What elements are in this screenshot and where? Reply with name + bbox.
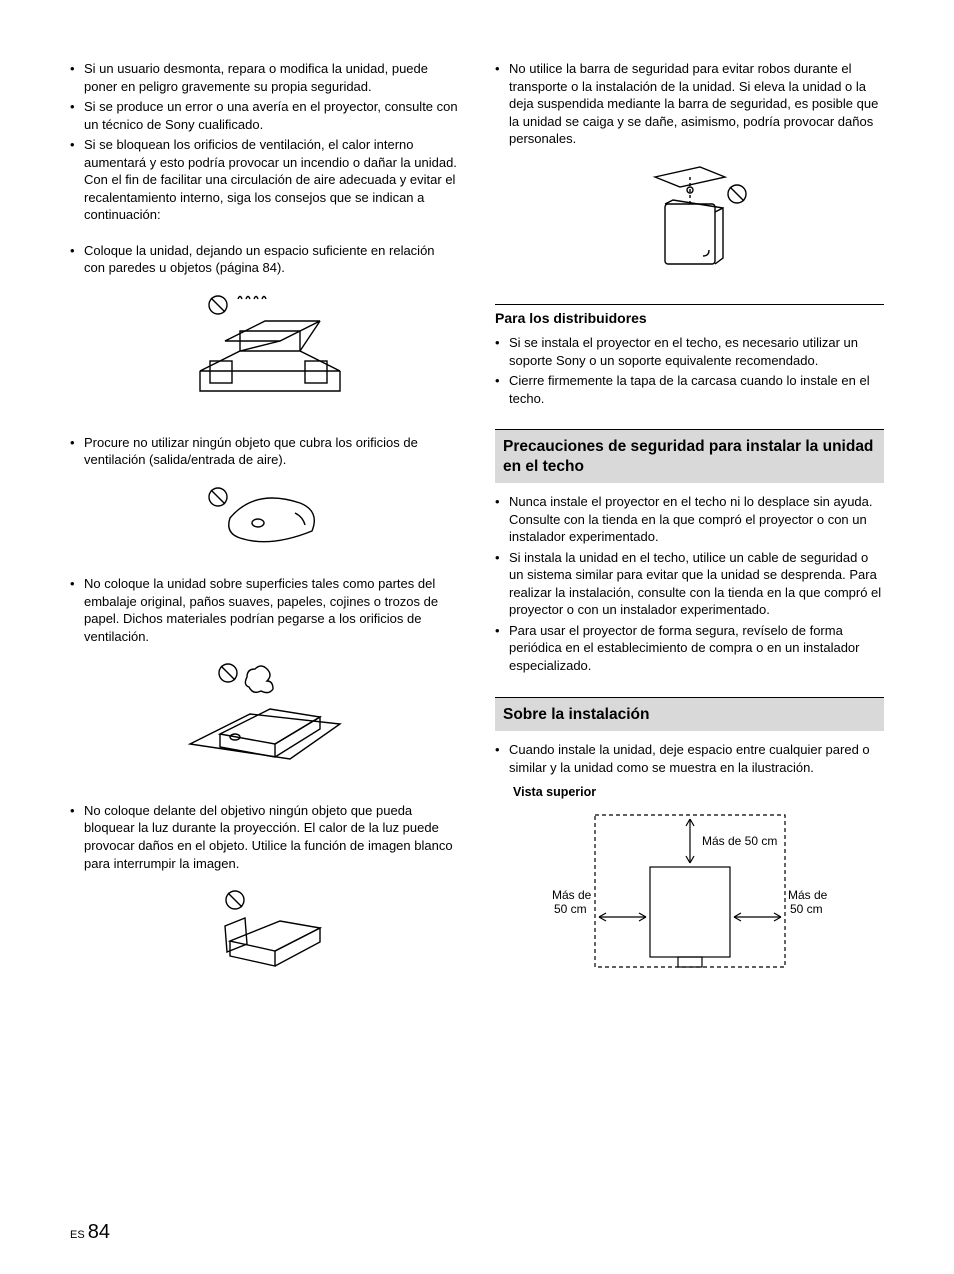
dim-left-label-1: Más de: [552, 888, 592, 902]
list-item: Coloque la unidad, dejando un espacio su…: [70, 242, 459, 277]
bullet-list: Nunca instale el proyector en el techo n…: [495, 493, 884, 674]
dim-right-label-2: 50 cm: [790, 902, 823, 916]
list-item: Si se bloquean los orificios de ventilac…: [70, 136, 459, 224]
bullet-list: No utilice la barra de seguridad para ev…: [495, 60, 884, 148]
bullet-list: No coloque la unidad sobre superficies t…: [70, 575, 459, 645]
list-item: Nunca instale el proyector en el techo n…: [495, 493, 884, 546]
figure-security-bar-icon: [495, 162, 884, 287]
page-number: ES 84: [70, 1219, 110, 1246]
list-item: No coloque la unidad sobre superficies t…: [70, 575, 459, 645]
installation-heading: Sobre la instalación: [495, 697, 884, 731]
figure-top-view-diagram: Más de 50 cm Más de 50 cm Más de 50 cm: [495, 807, 884, 982]
bullet-list: Si se instala el proyector en el techo, …: [495, 334, 884, 407]
dim-top-label: Más de 50 cm: [702, 834, 777, 848]
bullet-list: Coloque la unidad, dejando un espacio su…: [70, 242, 459, 277]
figure-spacing-icon: [70, 291, 459, 416]
list-item: Si se produce un error o una avería en e…: [70, 98, 459, 133]
list-item: Para usar el proyector de forma segura, …: [495, 622, 884, 675]
two-column-layout: Si un usuario desmonta, repara o modific…: [70, 60, 884, 999]
list-item: Procure no utilizar ningún objeto que cu…: [70, 434, 459, 469]
list-item: No coloque delante del objetivo ningún o…: [70, 802, 459, 872]
bullet-list: Cuando instale la unidad, deje espacio e…: [495, 741, 884, 776]
page-lang: ES: [70, 1229, 85, 1241]
figure-surface-icon: [70, 659, 459, 784]
figure-cover-icon: [70, 483, 459, 558]
dim-left-label-2: 50 cm: [554, 902, 587, 916]
list-item: Si instala la unidad en el techo, utilic…: [495, 549, 884, 619]
right-column: No utilice la barra de seguridad para ev…: [495, 60, 884, 999]
bullet-list: Procure no utilizar ningún objeto que cu…: [70, 434, 459, 469]
figure-lens-block-icon: [70, 886, 459, 981]
top-view-label: Vista superior: [513, 784, 884, 801]
page-num-value: 84: [88, 1221, 110, 1243]
dim-right-label-1: Más de: [788, 888, 828, 902]
bullet-list: No coloque delante del objetivo ningún o…: [70, 802, 459, 872]
precautions-heading: Precauciones de seguridad para instalar …: [495, 429, 884, 483]
list-item: Si un usuario desmonta, repara o modific…: [70, 60, 459, 95]
distributors-heading: Para los distribuidores: [495, 304, 884, 328]
list-item: No utilice la barra de seguridad para ev…: [495, 60, 884, 148]
bullet-list: Si un usuario desmonta, repara o modific…: [70, 60, 459, 224]
left-column: Si un usuario desmonta, repara o modific…: [70, 60, 459, 999]
list-item: Cuando instale la unidad, deje espacio e…: [495, 741, 884, 776]
list-item: Si se instala el proyector en el techo, …: [495, 334, 884, 369]
list-item: Cierre firmemente la tapa de la carcasa …: [495, 372, 884, 407]
